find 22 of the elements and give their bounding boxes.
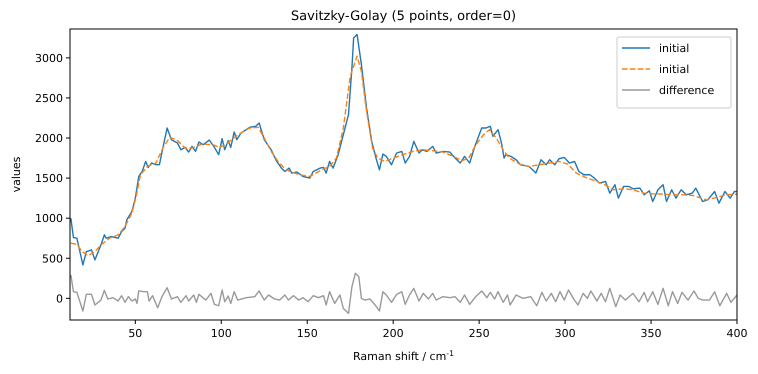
legend-label: initial [659, 63, 690, 76]
y-tick-label: 0 [56, 292, 63, 306]
x-axis-title: Raman shift / cm$^{-1}$ [353, 348, 454, 363]
y-axis-title: values [10, 156, 23, 192]
x-tick-label: 400 [726, 327, 748, 340]
y-tick-label: 2000 [35, 132, 63, 146]
legend-label: difference [659, 84, 714, 97]
y-tick-label: 1500 [35, 172, 63, 186]
line-series [70, 272, 737, 314]
y-tick-label: 500 [42, 252, 63, 266]
x-tick-label: 250 [468, 327, 490, 340]
x-tick-label: 100 [210, 327, 232, 340]
y-tick-label: 2500 [35, 92, 63, 105]
y-tick-label: 1000 [35, 212, 63, 226]
legend-label: initial [659, 42, 690, 55]
y-tick-label: 3000 [35, 52, 63, 65]
x-tick-label: 300 [554, 327, 576, 340]
x-tick-label: 50 [128, 327, 142, 340]
x-tick-label: 150 [296, 327, 318, 340]
x-tick-label: 350 [640, 327, 662, 340]
x-tick-label: 200 [382, 327, 404, 340]
chart-title: Savitzky-Golay (5 points, order=0) [290, 9, 516, 24]
